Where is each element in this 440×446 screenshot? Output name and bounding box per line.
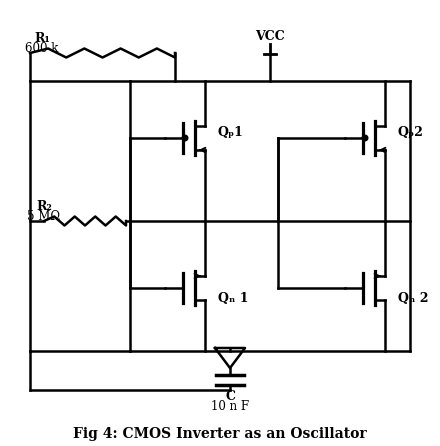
Circle shape bbox=[362, 135, 368, 141]
Text: 600 k: 600 k bbox=[26, 42, 59, 55]
Text: 10 n F: 10 n F bbox=[211, 401, 249, 413]
Text: R₂: R₂ bbox=[36, 201, 52, 214]
Text: VCC: VCC bbox=[255, 29, 285, 42]
Text: C: C bbox=[225, 391, 235, 404]
Circle shape bbox=[182, 135, 188, 141]
Text: Qₙ 2: Qₙ 2 bbox=[398, 292, 429, 305]
Text: Qₚ2: Qₚ2 bbox=[398, 127, 424, 140]
Text: Qₙ 1: Qₙ 1 bbox=[218, 292, 249, 305]
Text: Qₚ1: Qₚ1 bbox=[218, 127, 244, 140]
Text: R₁: R₁ bbox=[34, 33, 50, 45]
Text: Fig 4: CMOS Inverter as an Oscillator: Fig 4: CMOS Inverter as an Oscillator bbox=[73, 427, 367, 441]
Text: 5 MΩ: 5 MΩ bbox=[27, 211, 61, 223]
